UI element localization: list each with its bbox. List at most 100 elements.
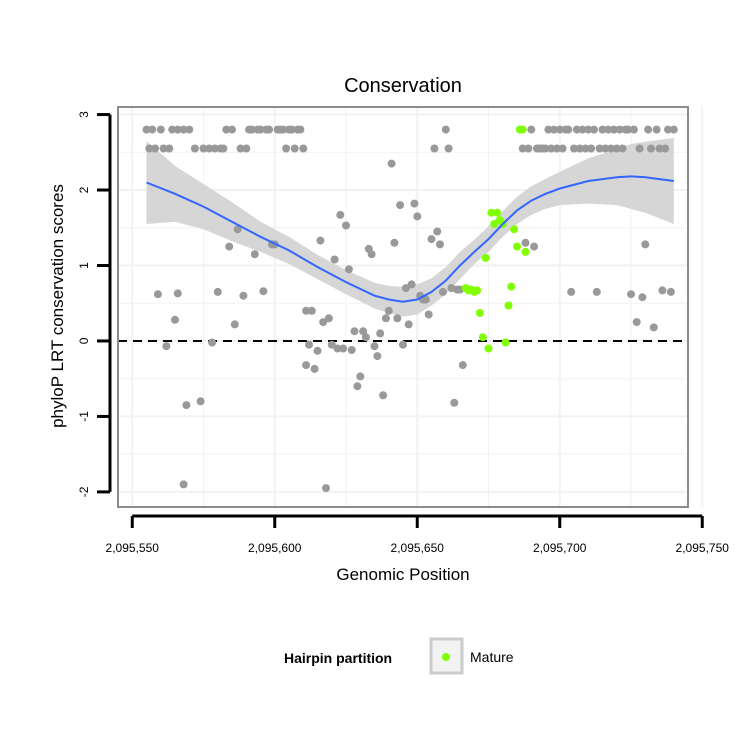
legend: Hairpin partition Mature — [284, 637, 514, 675]
data-point — [210, 144, 219, 153]
panel-border — [117, 106, 689, 508]
data-point — [333, 344, 342, 353]
data-point — [436, 240, 444, 249]
data-point — [327, 340, 336, 349]
data-point — [205, 144, 214, 153]
data-point — [171, 315, 179, 324]
data-point — [567, 287, 576, 296]
data-point — [413, 212, 422, 221]
data-point — [570, 144, 578, 153]
data-point — [615, 125, 624, 134]
data-point — [604, 125, 613, 134]
mature-point — [501, 338, 510, 347]
data-point — [344, 265, 353, 274]
data-point — [353, 382, 362, 391]
data-point — [607, 144, 615, 153]
data-point — [336, 210, 345, 219]
data-point — [213, 287, 222, 296]
mature-point — [475, 309, 484, 317]
data-point — [179, 125, 188, 134]
y-tick-label: 1 — [77, 262, 91, 269]
data-point — [305, 340, 313, 349]
data-point — [159, 144, 168, 153]
data-point — [410, 199, 419, 208]
data-point — [350, 327, 359, 336]
data-point — [256, 125, 265, 134]
mature-point — [478, 333, 487, 342]
data-point — [552, 144, 561, 153]
data-point — [664, 125, 672, 134]
data-point — [396, 201, 405, 210]
data-point — [290, 144, 299, 153]
mature-point — [473, 286, 482, 295]
data-point — [572, 125, 581, 134]
data-point — [196, 397, 205, 406]
data-point — [649, 323, 658, 332]
data-point — [384, 306, 393, 315]
data-point — [250, 250, 259, 259]
data-point — [151, 144, 160, 153]
data-point — [356, 372, 365, 381]
data-point — [153, 290, 162, 299]
data-point — [601, 144, 610, 153]
data-point — [609, 125, 618, 134]
data-point — [641, 240, 650, 249]
data-point — [145, 144, 154, 153]
data-point — [575, 144, 584, 153]
data-point — [638, 293, 647, 302]
data-point — [173, 289, 182, 298]
mature-point — [507, 282, 516, 291]
data-point — [550, 125, 558, 134]
data-point — [359, 327, 368, 336]
data-point — [259, 287, 268, 296]
data-point — [179, 480, 188, 489]
data-point — [247, 125, 256, 134]
smooth-curve — [146, 175, 674, 303]
data-point — [421, 295, 430, 304]
mature-point — [521, 247, 530, 256]
data-point — [518, 144, 527, 153]
data-point — [438, 287, 447, 296]
mature-point — [484, 344, 493, 353]
data-point — [524, 144, 533, 153]
data-point — [310, 364, 319, 373]
data-point — [387, 159, 396, 168]
data-point — [427, 235, 436, 244]
data-point — [330, 255, 339, 264]
data-point — [236, 144, 245, 153]
data-point — [299, 144, 308, 153]
data-point — [581, 144, 590, 153]
x-tick-label: 2,095,650 — [391, 541, 445, 555]
data-point — [185, 125, 194, 134]
data-point — [527, 125, 536, 134]
data-point — [558, 144, 567, 153]
data-point — [182, 401, 191, 410]
y-tick-label: 2 — [77, 186, 91, 193]
data-point — [228, 125, 236, 134]
data-point — [342, 221, 350, 230]
data-point — [541, 144, 550, 153]
data-point — [629, 125, 638, 134]
data-point — [379, 391, 388, 400]
data-point — [302, 361, 311, 370]
data-point — [165, 144, 174, 153]
data-point — [655, 144, 664, 153]
data-point — [279, 125, 288, 134]
x-tick-label: 2,095,550 — [106, 541, 160, 555]
data-point — [658, 286, 667, 295]
data-point — [441, 125, 450, 134]
data-point — [381, 314, 390, 323]
data-point — [322, 484, 330, 493]
data-point — [624, 125, 633, 134]
data-point — [618, 144, 627, 153]
data-point — [230, 320, 239, 329]
data-point — [578, 125, 587, 134]
data-point — [590, 125, 598, 134]
smooth-line-layer — [146, 175, 674, 303]
mature-point — [510, 225, 519, 234]
data-point — [307, 306, 316, 315]
x-tick-label: 2,095,600 — [248, 541, 302, 555]
data-point — [316, 236, 325, 245]
y-axis-label: phyloP LRT conservation scores — [48, 184, 67, 428]
